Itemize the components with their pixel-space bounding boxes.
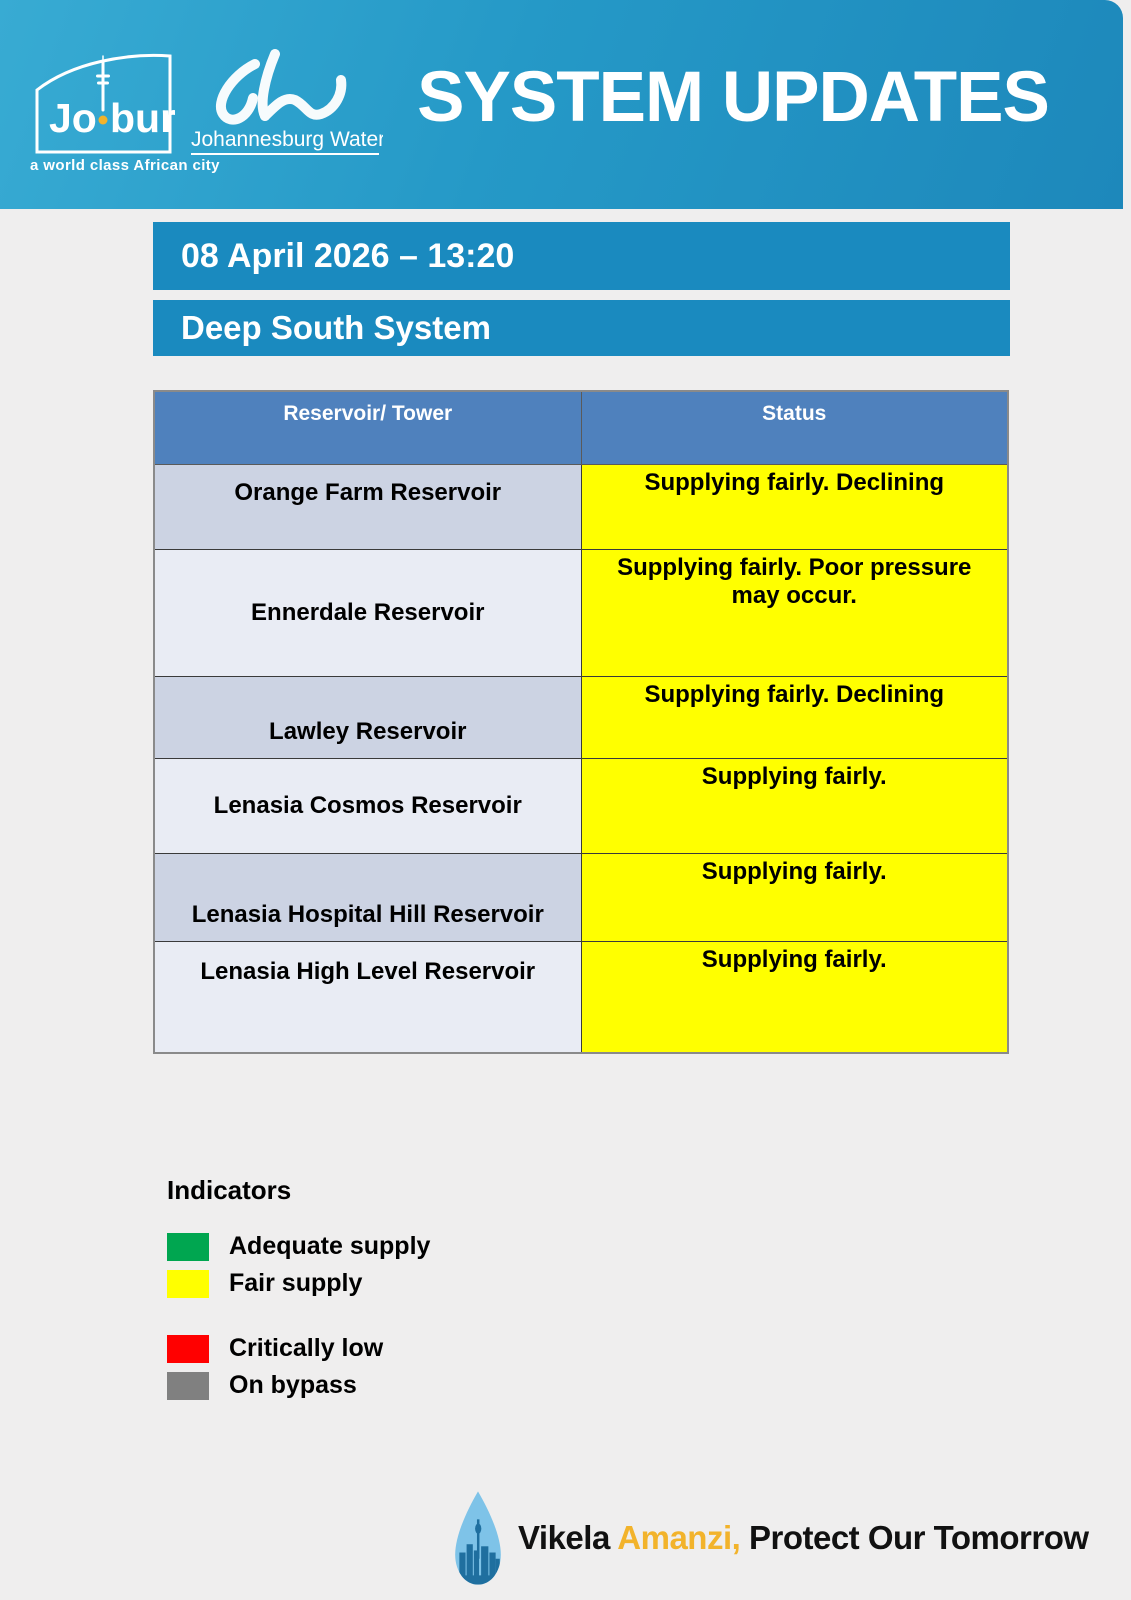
joburg-logo-text-right: burg [110, 95, 175, 141]
joburg-logo: Jo burg [35, 54, 175, 154]
header: Jo burg a world class African city Johan… [0, 0, 1123, 209]
table-row: Ennerdale Reservoir Supplying fairly. Po… [153, 548, 1009, 677]
legend-color-swatch [167, 1334, 209, 1363]
legend-item-label: Critically low [229, 1334, 384, 1362]
reservoir-name-cell: Lenasia Cosmos Reservoir [153, 757, 582, 854]
legend-title: Indicators [167, 1175, 292, 1205]
slogan-part-vikela: Vikela [518, 1519, 618, 1556]
reservoir-name-cell: Orange Farm Reservoir [153, 463, 582, 550]
legend-color-swatch [167, 1371, 209, 1400]
tower-icon [96, 55, 110, 112]
table-row: Lenasia Hospital Hill Reservoir Supplyin… [153, 852, 1009, 942]
legend-item-label: Adequate supply [229, 1232, 431, 1260]
table-row: Lawley Reservoir Supplying fairly. Decli… [153, 675, 1009, 759]
reservoir-name-cell: Lawley Reservoir [153, 675, 582, 759]
table-row: Lenasia Cosmos Reservoir Supplying fairl… [153, 757, 1009, 854]
jw-logo-label: Johannesburg Water [191, 128, 383, 151]
status-cell: Supplying fairly. [580, 940, 1009, 1054]
joburg-logo-dot [98, 115, 108, 125]
status-cell: Supplying fairly. Declining [580, 463, 1009, 550]
legend-item-label: On bypass [229, 1371, 357, 1399]
footer-slogan: Vikela Amanzi, Protect Our Tomorrow [518, 1519, 1089, 1557]
legend-item: Adequate supply [167, 1232, 430, 1261]
reservoir-status-table: Reservoir/ Tower Status Orange Farm Rese… [153, 390, 1009, 1054]
slogan-part-protect: Protect Our Tomorrow [740, 1519, 1089, 1556]
legend: Indicators Adequate supply Fair supply C… [167, 1175, 430, 1400]
water-drop-icon [455, 1491, 501, 1585]
status-cell: Supplying fairly. [580, 852, 1009, 942]
legend-color-swatch [167, 1269, 209, 1298]
column-header-status: Status [580, 390, 1009, 465]
status-cell: Supplying fairly. Poor pressure may occu… [580, 548, 1009, 677]
johannesburg-water-logo: Johannesburg Water [191, 49, 383, 155]
legend-item-label: Fair supply [229, 1269, 363, 1297]
date-banner: 08 April 2026 – 13:20 [153, 222, 1010, 290]
table-row: Lenasia High Level Reservoir Supplying f… [153, 940, 1009, 1054]
legend-item: On bypass [167, 1371, 430, 1400]
table-header-row: Reservoir/ Tower Status [153, 390, 1009, 465]
status-cell: Supplying fairly. [580, 757, 1009, 854]
legend-color-swatch [167, 1232, 209, 1261]
table-row: Orange Farm Reservoir Supplying fairly. … [153, 463, 1009, 550]
status-cell: Supplying fairly. Declining [580, 675, 1009, 759]
reservoir-name-cell: Lenasia Hospital Hill Reservoir [153, 852, 582, 942]
system-name-banner: Deep South System [153, 300, 1010, 356]
column-header-reservoir: Reservoir/ Tower [153, 390, 582, 465]
slogan-part-amanzi: Amanzi, [617, 1519, 741, 1556]
joburg-logo-text-left: Jo [49, 95, 97, 141]
reservoir-name-cell: Lenasia High Level Reservoir [153, 940, 582, 1054]
legend-item: Critically low [167, 1334, 430, 1363]
page-title: SYSTEM UPDATES [417, 58, 1050, 137]
reservoir-name-cell: Ennerdale Reservoir [153, 548, 582, 677]
joburg-tagline: a world class African city [30, 157, 220, 174]
water-swoosh-icon [216, 49, 347, 125]
legend-item: Fair supply [167, 1269, 430, 1298]
joburg-logo-frame [35, 54, 172, 154]
footer: Vikela Amanzi, Protect Our Tomorrow [450, 1488, 1089, 1588]
